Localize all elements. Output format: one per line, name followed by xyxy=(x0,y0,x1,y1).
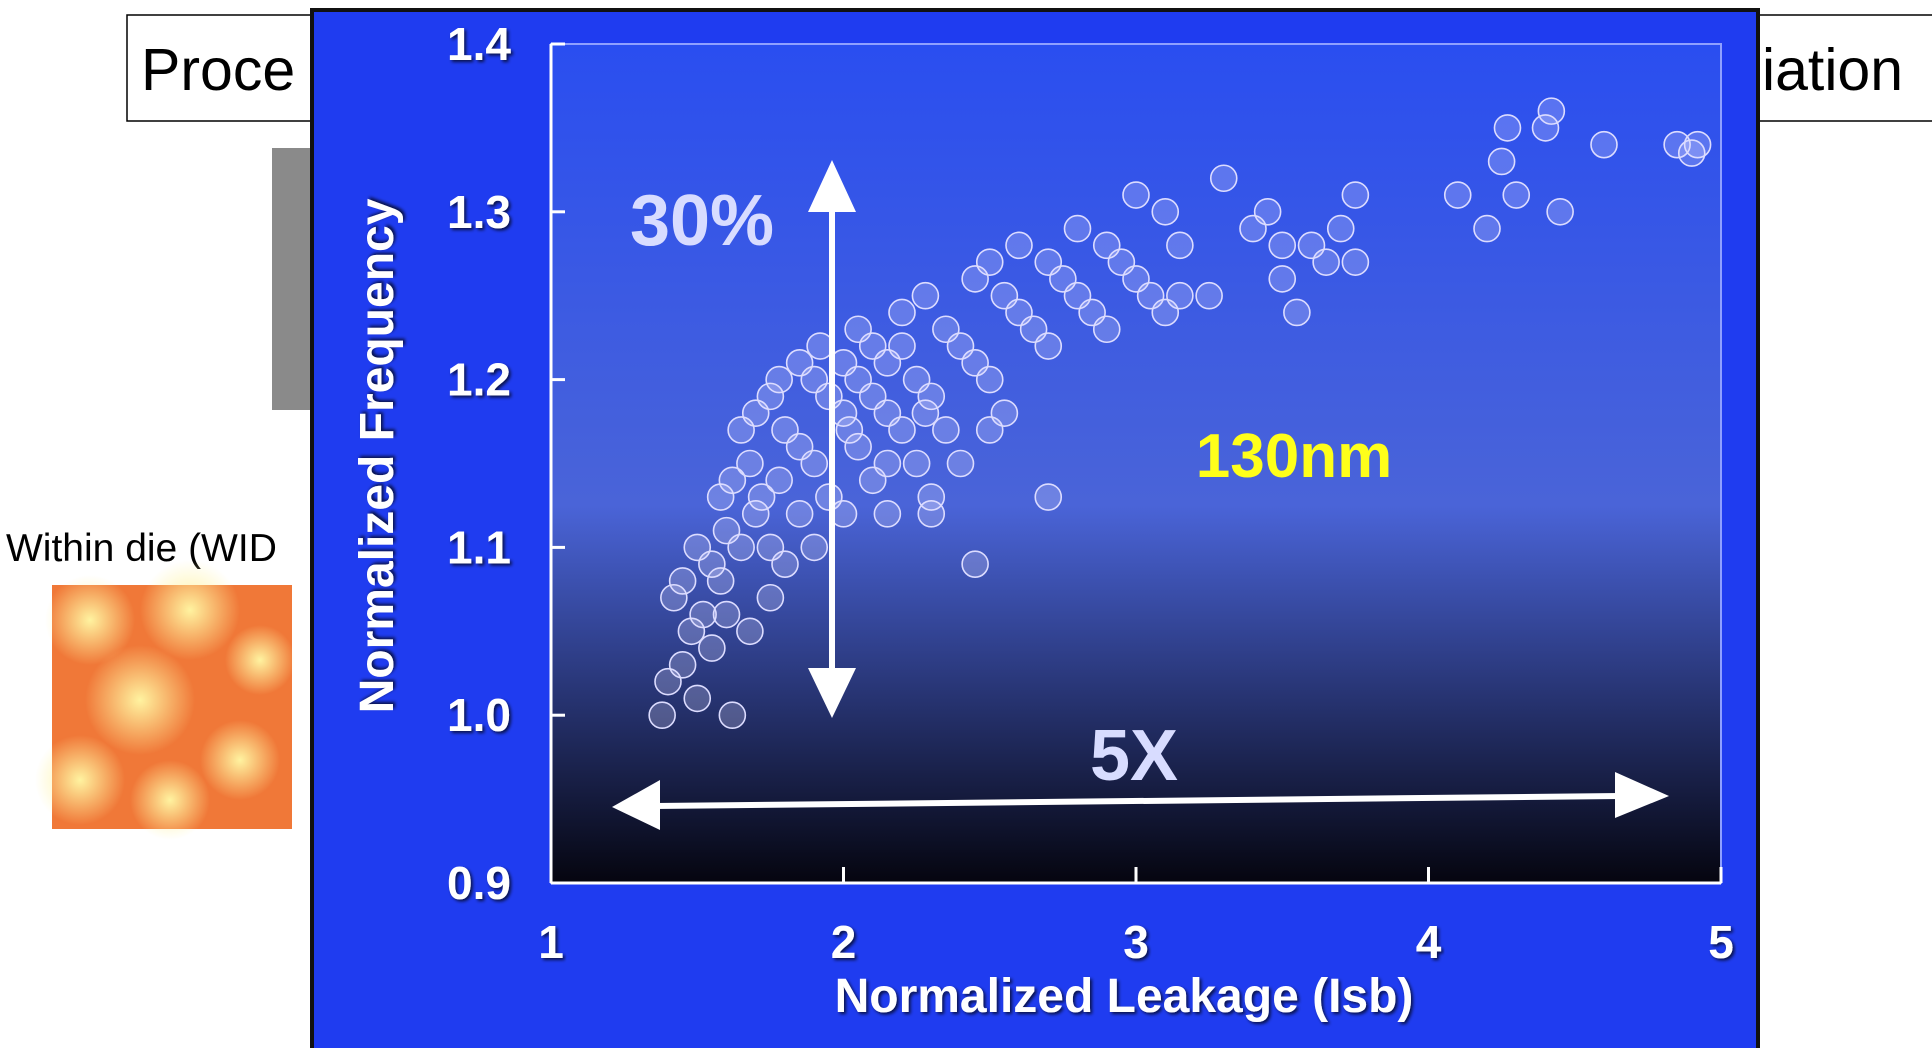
point xyxy=(800,449,829,478)
point xyxy=(1443,181,1472,209)
point xyxy=(1268,231,1297,260)
point xyxy=(756,583,785,612)
point xyxy=(689,600,717,629)
point xyxy=(1341,248,1370,276)
plot-area xyxy=(550,43,1722,884)
point xyxy=(736,449,764,478)
point xyxy=(844,432,872,461)
point xyxy=(1312,248,1340,276)
point xyxy=(765,466,793,495)
point xyxy=(771,550,799,578)
point xyxy=(668,651,697,679)
point xyxy=(1268,265,1297,293)
point xyxy=(975,365,1004,394)
point xyxy=(975,416,1004,444)
point xyxy=(975,248,1004,276)
point xyxy=(1005,231,1033,260)
point xyxy=(946,449,975,478)
point xyxy=(1502,181,1531,209)
points xyxy=(648,97,1712,730)
point xyxy=(961,550,989,578)
point xyxy=(727,533,755,562)
point xyxy=(1326,214,1355,243)
point xyxy=(718,701,747,730)
point xyxy=(1341,181,1370,209)
point xyxy=(1531,114,1560,142)
point xyxy=(1590,130,1618,159)
point xyxy=(888,332,916,360)
annotation: 130nm xyxy=(1196,422,1392,491)
y-tick-label: 1.1 xyxy=(447,521,511,573)
point xyxy=(747,483,776,511)
x-tick-label: 5 xyxy=(1708,916,1734,968)
x-tick-label: 4 xyxy=(1416,916,1442,968)
point xyxy=(917,483,946,511)
point xyxy=(911,281,940,310)
y-tick-label: 0.9 xyxy=(447,857,511,909)
point xyxy=(785,500,814,528)
point xyxy=(712,600,741,629)
y-tick-label: 1.2 xyxy=(447,354,511,406)
point xyxy=(1209,164,1238,193)
point xyxy=(1122,181,1150,209)
slide-title-right: iation xyxy=(1762,37,1903,103)
arrows xyxy=(612,160,1669,830)
annotation: 5X xyxy=(1090,716,1178,796)
heatmap xyxy=(35,560,295,840)
x-axis-label: Normalized Leakage (Isb) xyxy=(835,970,1414,1023)
point xyxy=(888,416,916,444)
slide-label: Within die (WID xyxy=(6,527,277,570)
point xyxy=(1493,114,1522,142)
point xyxy=(1034,483,1063,511)
point xyxy=(741,500,770,528)
point xyxy=(873,500,902,528)
point xyxy=(1487,147,1516,176)
point xyxy=(1546,198,1574,226)
point xyxy=(718,466,747,495)
point xyxy=(911,399,940,427)
point xyxy=(1166,281,1194,310)
point xyxy=(800,533,829,562)
slide-title-left: Proce xyxy=(141,37,295,103)
point xyxy=(888,298,916,327)
point xyxy=(1683,130,1712,159)
point xyxy=(756,382,785,411)
point xyxy=(736,617,764,646)
y-tick-label: 1.4 xyxy=(447,18,511,70)
point xyxy=(917,382,946,411)
point xyxy=(1034,332,1063,360)
point xyxy=(668,567,697,595)
ticks: 0.9 1.0 1.1 1.2 1.3 1.4 1 2 3 4 5 xyxy=(447,18,1734,968)
point xyxy=(1253,198,1282,226)
point xyxy=(917,500,946,528)
point xyxy=(660,583,688,612)
point xyxy=(706,567,735,595)
point xyxy=(1473,214,1501,243)
point xyxy=(1092,315,1121,344)
point xyxy=(835,416,864,444)
point xyxy=(1063,214,1092,243)
x-tick-label: 1 xyxy=(538,916,564,968)
point xyxy=(902,449,931,478)
point xyxy=(698,634,726,662)
point xyxy=(1166,231,1194,260)
point xyxy=(765,365,793,394)
point xyxy=(683,684,712,713)
y-tick-label: 1.3 xyxy=(447,186,511,238)
x-tick-label: 2 xyxy=(831,916,857,968)
point xyxy=(873,449,902,478)
y-tick-label: 1.0 xyxy=(447,689,511,741)
annotation: 30% xyxy=(630,181,774,261)
point xyxy=(1195,281,1223,310)
point xyxy=(1151,198,1180,226)
point xyxy=(1663,130,1691,159)
point xyxy=(698,550,726,578)
point xyxy=(648,701,676,730)
point xyxy=(1537,97,1566,125)
point xyxy=(1283,298,1311,327)
y-axis-label: Normalized Frequency xyxy=(351,198,404,713)
x-tick-label: 3 xyxy=(1123,916,1149,968)
point xyxy=(932,416,960,444)
